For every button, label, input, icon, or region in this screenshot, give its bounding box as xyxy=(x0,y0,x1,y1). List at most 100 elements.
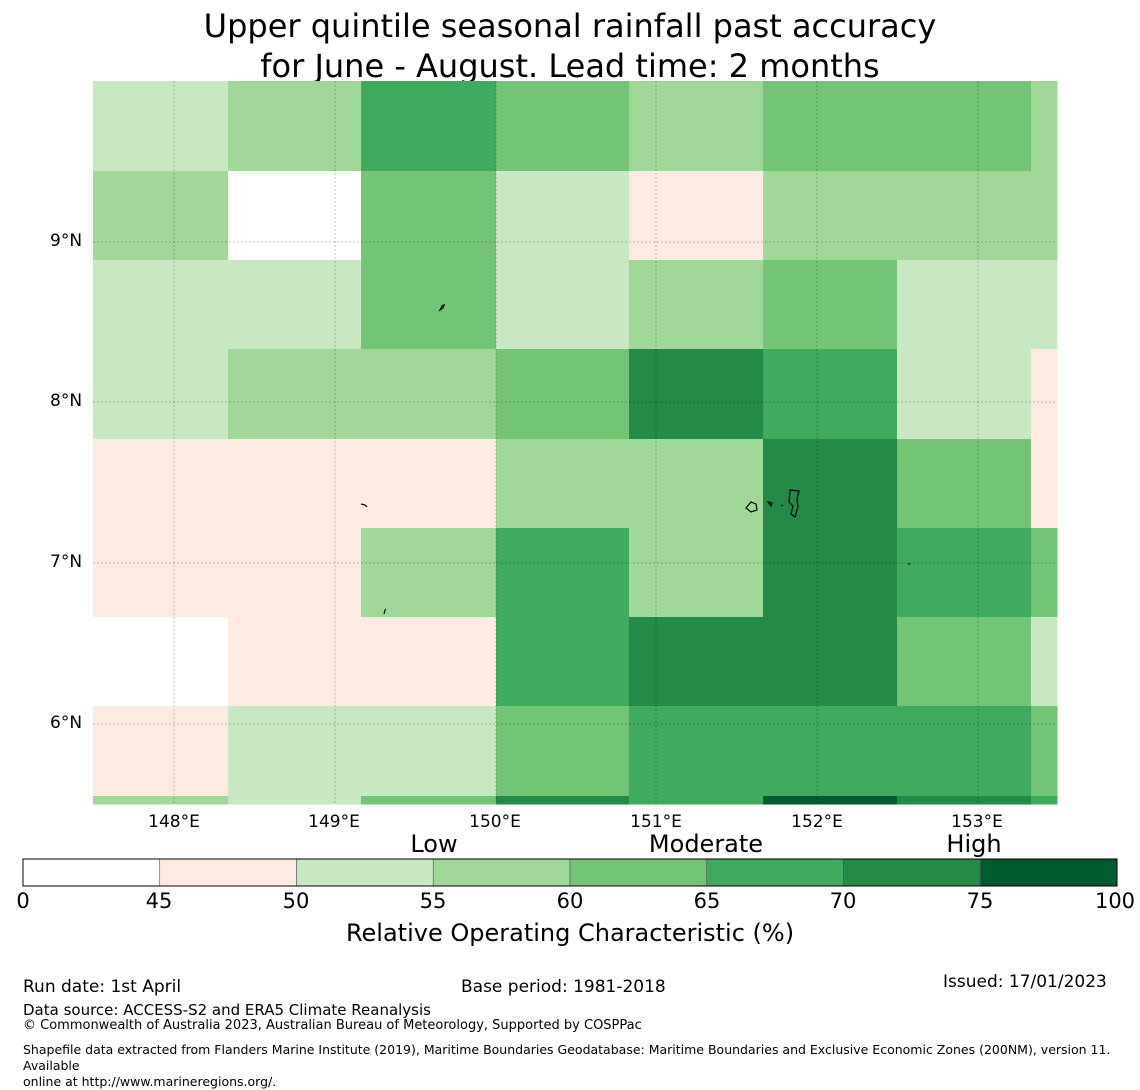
grid-cell xyxy=(1031,260,1058,350)
grid-cell xyxy=(763,81,845,172)
legend-tick: 75 xyxy=(966,889,994,913)
grid-cell xyxy=(577,171,630,261)
grid-cell xyxy=(897,81,979,172)
copyright: © Commonwealth of Australia 2023, Austra… xyxy=(23,1018,642,1033)
legend-tick: 55 xyxy=(419,889,447,913)
colorbar-segment xyxy=(432,858,571,887)
legend-tick: 60 xyxy=(556,889,584,913)
grid-cell xyxy=(1031,171,1058,261)
grid-cell xyxy=(496,171,578,261)
legend-tick: 50 xyxy=(282,889,310,913)
grid-cell xyxy=(174,439,229,529)
grid-cell xyxy=(763,349,845,440)
lon-label-153e: 153°E xyxy=(951,812,1003,832)
grid-cell xyxy=(577,260,630,350)
grid-cell xyxy=(844,349,898,440)
grid-cell xyxy=(335,349,362,440)
grid-cell xyxy=(442,349,497,440)
legend-high-label: High xyxy=(946,830,1002,858)
grid-cell xyxy=(844,81,898,172)
grid-cell xyxy=(361,260,443,350)
colorbar-segment xyxy=(159,858,297,887)
grid-cell xyxy=(228,439,336,529)
grid-cell xyxy=(361,796,443,805)
grid-cell xyxy=(174,796,229,805)
island-outline xyxy=(780,504,784,507)
grid-cell xyxy=(335,796,362,805)
grid-cell xyxy=(978,349,1032,440)
grid-cell xyxy=(897,617,979,707)
grid-cell xyxy=(577,796,630,805)
grid-cell xyxy=(93,439,175,529)
legend-moderate-label: Moderate xyxy=(648,830,764,858)
grid-cell xyxy=(978,439,1032,529)
grid-cell xyxy=(496,260,578,350)
grid-cell xyxy=(897,171,979,261)
legend-tick: 0 xyxy=(16,889,30,913)
grid-cell xyxy=(763,796,845,805)
grid-cell xyxy=(897,528,979,618)
grid-cell xyxy=(228,260,336,350)
grid-cell xyxy=(978,617,1032,707)
grid-cell xyxy=(93,617,175,707)
lat-label-8n: 8°N xyxy=(50,391,83,411)
grid-cell xyxy=(844,528,898,618)
grid-cell xyxy=(978,260,1032,350)
colorbar-segment xyxy=(22,858,161,887)
grid-cell xyxy=(361,349,443,440)
grid-cell xyxy=(228,349,336,440)
grid-cell xyxy=(361,617,443,707)
grid-cell xyxy=(335,617,362,707)
grid-cell xyxy=(496,349,578,440)
grid-cell xyxy=(496,81,578,172)
colorbar-segment xyxy=(569,858,708,887)
grid-cell xyxy=(496,796,578,805)
grid-cell xyxy=(897,349,979,440)
shapefile-credit-line-1: Shapefile data extracted from Flanders M… xyxy=(23,1042,1111,1073)
grid-cell xyxy=(93,81,175,172)
grid-cell xyxy=(1031,349,1058,440)
grid-cell xyxy=(629,81,711,172)
island-outline xyxy=(438,303,446,312)
grid-cell xyxy=(763,706,845,797)
colorbar-segment xyxy=(706,858,844,887)
island-outline xyxy=(788,489,800,518)
grid-cell xyxy=(763,617,845,707)
grid-cell xyxy=(93,706,175,797)
grid-cell xyxy=(1031,796,1058,805)
island-outlines xyxy=(360,303,911,615)
grid-cell xyxy=(442,617,497,707)
grid-cell xyxy=(228,171,336,261)
grid-cell xyxy=(442,796,497,805)
colorbar xyxy=(22,858,1118,887)
grid-cell xyxy=(496,439,578,529)
lon-label-150e: 150°E xyxy=(469,812,521,832)
grid-cell xyxy=(442,81,497,172)
grid-cell xyxy=(442,528,497,618)
legend-tick: 70 xyxy=(829,889,857,913)
legend-low-label: Low xyxy=(410,830,458,858)
grid-cell xyxy=(897,706,979,797)
grid-cell xyxy=(629,439,711,529)
grid-cell xyxy=(629,349,711,440)
grid-cell xyxy=(335,171,362,261)
colorbar-segment xyxy=(296,858,434,887)
grid-cell xyxy=(442,439,497,529)
colorbar-frame xyxy=(22,858,1118,887)
grid-cell xyxy=(897,796,979,805)
colorbar-segment xyxy=(979,858,1118,887)
grid-cell xyxy=(361,439,443,529)
grid-cell xyxy=(361,81,443,172)
grid-cell xyxy=(174,260,229,350)
rainfall-grid xyxy=(93,81,1058,805)
grid-cell xyxy=(361,706,443,797)
grid-cell xyxy=(897,439,979,529)
lon-label-148e: 148°E xyxy=(148,812,200,832)
data-source: Data source: ACCESS-S2 and ERA5 Climate … xyxy=(23,1001,431,1019)
grid-cell xyxy=(93,260,175,350)
grid-cell xyxy=(844,706,898,797)
shapefile-credit-line-2: online at http://www.marineregions.org/. xyxy=(23,1074,277,1089)
lon-label-151e: 151°E xyxy=(630,812,682,832)
grid-cell xyxy=(442,171,497,261)
grid-cell xyxy=(93,171,175,261)
